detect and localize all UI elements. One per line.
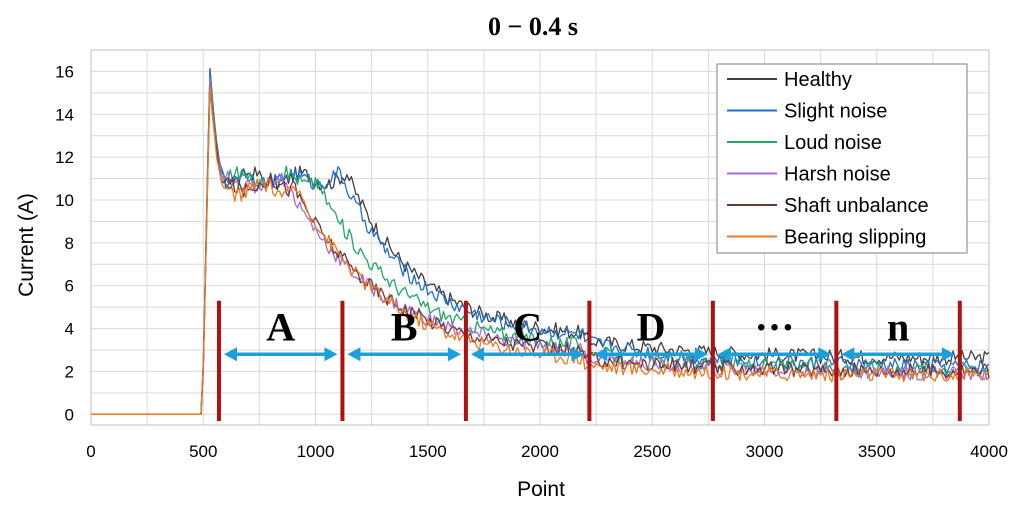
y-tick-label: 6	[65, 277, 74, 296]
series-line-slight-noise	[91, 68, 990, 415]
arrow-head-right	[324, 347, 338, 362]
x-tick-label: 1500	[409, 442, 447, 461]
x-tick-label: 3500	[858, 442, 896, 461]
x-tick-label: 4000	[970, 442, 1008, 461]
arrow-head-left	[347, 347, 361, 362]
arrow-head-right	[694, 347, 708, 362]
legend-entry: Harsh noise	[784, 164, 891, 186]
x-tick-label: 3000	[746, 442, 784, 461]
legend-entry: Bearing slipping	[784, 227, 926, 249]
segment-annotations: A B C D ··· n	[216, 300, 962, 421]
x-tick-label: 2500	[633, 442, 671, 461]
legend-entry: Slight noise	[784, 101, 887, 123]
y-tick-label: 8	[65, 234, 74, 253]
segment-label: A	[266, 304, 295, 349]
segment-label: D	[637, 304, 666, 349]
segment-label: C	[513, 304, 542, 349]
plot-area	[90, 49, 990, 426]
segment-label: B	[391, 304, 418, 349]
arrow-head-right	[818, 347, 832, 362]
x-tick-label: 1000	[297, 442, 335, 461]
series-layer	[91, 68, 990, 415]
segment-label: ···	[755, 304, 795, 349]
x-tick-label: 500	[189, 442, 217, 461]
arrow-head-left	[470, 347, 484, 362]
legend-entry: Healthy	[784, 69, 852, 91]
y-axis-label: Current (A)	[15, 193, 38, 297]
x-tick-label: 2000	[521, 442, 559, 461]
y-tick-label: 14	[55, 105, 74, 124]
legend-entry: Loud noise	[784, 132, 882, 154]
y-tick-label: 12	[55, 148, 74, 167]
y-tick-label: 16	[55, 62, 74, 81]
x-tick-label: 0	[86, 442, 95, 461]
y-tick-label: 2	[65, 362, 74, 381]
chart-title: 0 − 0.4 s	[488, 12, 578, 41]
y-tick-label: 4	[65, 320, 74, 339]
arrow-head-right	[571, 347, 585, 362]
arrow-head-left	[841, 347, 855, 362]
y-tick-label: 10	[55, 191, 74, 210]
series-line-bearing-slipping	[91, 85, 990, 415]
arrow-head-right	[941, 347, 955, 362]
arrow-head-left	[594, 347, 608, 362]
arrow-head-left	[717, 347, 731, 362]
arrow-head-right	[447, 347, 461, 362]
axis-ticks: 0 500 1000 1500 2000 2500 3000 3500 4000 0 2 4 6 8 10 1…	[55, 62, 1008, 461]
legend-box	[716, 63, 968, 254]
arrow-head-left	[223, 347, 237, 362]
legend-entry: Shaft unbalance	[784, 195, 929, 217]
legend: Healthy Slight noise Loud noise Harsh noise…	[716, 63, 968, 254]
y-tick-label: 0	[65, 405, 74, 424]
segment-label: n	[887, 304, 909, 349]
x-axis-label: Point	[517, 478, 565, 501]
